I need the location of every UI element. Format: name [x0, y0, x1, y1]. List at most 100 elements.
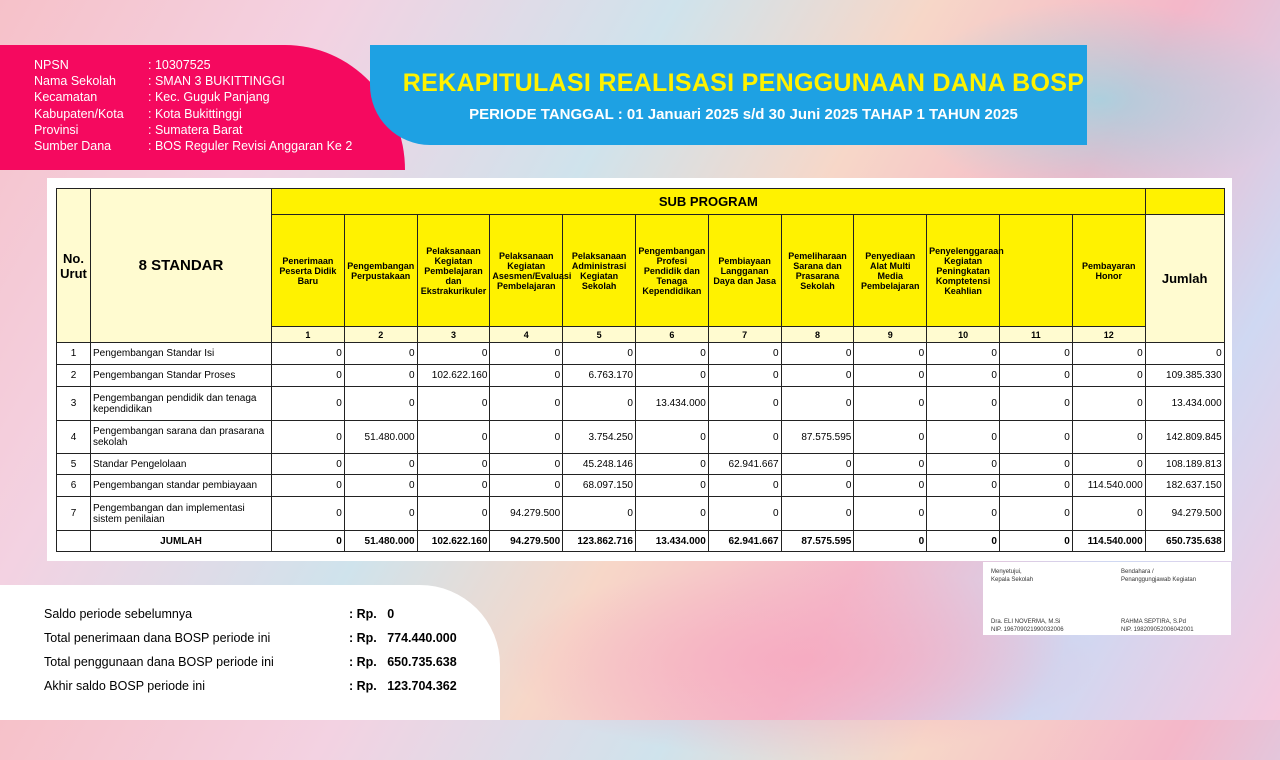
amount-cell: 0	[271, 364, 345, 387]
report-period: PERIODE TANGGAL : 01 Januari 2025 s/d 30…	[469, 106, 1018, 123]
amount-cell: 0	[780, 386, 855, 421]
info-label: Kabupaten/Kota	[34, 106, 124, 121]
row-number: 4	[56, 420, 91, 454]
amount-cell: 0	[489, 420, 564, 454]
column-number: 7	[707, 326, 782, 343]
amount-cell: 0	[926, 453, 1000, 475]
column-number: 1	[271, 326, 345, 343]
report-title: REKAPITULASI REALISASI PENGGUNAAN DANA B…	[402, 69, 1085, 97]
amount-cell: 0	[416, 496, 491, 531]
amount-cell: 6.763.170	[562, 364, 636, 387]
amount-cell: 62.941.667	[707, 453, 782, 475]
info-label: Sumber Dana	[34, 139, 112, 154]
amount-cell: 0	[634, 364, 709, 387]
row-number: 5	[56, 453, 91, 475]
row-total: 109.385.330	[1144, 364, 1225, 387]
amount-cell: 0	[926, 420, 1000, 454]
amount-cell: 0	[1071, 453, 1146, 475]
standard-name: Pengembangan standar pembiayaan	[90, 474, 272, 497]
summary-label: Total penerimaan dana BOSP periode ini	[44, 631, 271, 645]
table-row: 3 Pengembangan pendidik dan tenaga kepend…	[56, 386, 1225, 421]
column-number: 6	[634, 326, 709, 343]
amount-cell: 0	[489, 474, 564, 497]
column-number: 2	[343, 326, 418, 343]
summary-label: Akhir saldo BOSP periode ini	[44, 679, 205, 693]
summary-value: : Rp. 123.704.362	[349, 679, 457, 693]
summary-value: : Rp. 650.735.638	[349, 655, 457, 669]
sub-program-header: SUB PROGRAM	[271, 188, 1146, 215]
total-cell: 87.575.595	[780, 530, 855, 552]
amount-cell: 0	[634, 453, 709, 475]
row-number: 2	[56, 364, 91, 387]
row-number: 3	[56, 386, 91, 421]
info-row: Kabupaten/Kota: Kota Bukittinggi	[34, 106, 405, 122]
total-cell: 114.540.000	[1071, 530, 1146, 552]
info-value: : Kec. Guguk Panjang	[148, 90, 270, 105]
info-row: NPSN : 10307525	[34, 57, 405, 73]
amount-cell: 0	[998, 364, 1073, 387]
amount-cell: 51.480.000	[343, 420, 418, 454]
total-blank	[56, 530, 91, 552]
amount-cell: 0	[634, 342, 709, 365]
amount-cell: 0	[489, 453, 564, 475]
row-total: 142.809.845	[1144, 420, 1225, 454]
amount-cell: 0	[416, 420, 491, 454]
total-cell: 0	[271, 530, 345, 552]
amount-cell: 0	[634, 496, 709, 531]
amount-cell: 0	[998, 420, 1073, 454]
amount-cell: 0	[853, 342, 928, 365]
total-cell: 51.480.000	[343, 530, 418, 552]
amount-cell: 87.575.595	[780, 420, 855, 454]
column-number: 12	[1071, 326, 1146, 343]
amount-cell: 0	[343, 474, 418, 497]
signature-role: Menyetujui,	[991, 569, 1022, 575]
summary-label: Total penggunaan dana BOSP periode ini	[44, 655, 274, 669]
amount-cell: 0	[707, 342, 782, 365]
amount-cell: 45.248.146	[562, 453, 636, 475]
amount-cell: 0	[416, 453, 491, 475]
amount-cell: 0	[998, 496, 1073, 531]
amount-cell: 13.434.000	[634, 386, 709, 421]
column-number: 9	[853, 326, 928, 343]
amount-cell: 0	[707, 364, 782, 387]
signature-block: Menyetujui, Kepala Sekolah Dra. ELI NOVERM…	[991, 568, 1101, 634]
column-header: Pelaksanaan Kegiatan Asesmen/Evaluasi Pe…	[489, 214, 571, 327]
summary-row: Saldo periode sebelumnya: Rp. 0	[44, 602, 500, 626]
column-label-row: Penerimaan Peserta Didik Baru Pengembanga…	[57, 214, 1225, 343]
signer-name: RAHMA SEPTIRA, S.Pd	[1121, 619, 1187, 625]
amount-cell: 0	[853, 364, 928, 387]
standard-name: Pengembangan pendidik dan tenaga kependi…	[90, 386, 272, 421]
column-number: 10	[926, 326, 1000, 343]
column-header: Penyediaan Alat Multi Media Pembelajaran	[853, 214, 928, 327]
column-header: Penerimaan Peserta Didik Baru	[271, 214, 345, 327]
info-label: Nama Sekolah	[34, 74, 116, 89]
info-value: : SMAN 3 BUKITTINGGI	[148, 74, 285, 89]
signer-nip: NIP. 198209052006042001	[1121, 627, 1194, 633]
total-row: JUMLAH 0 51.480.000 102.622.160 94.279.500 12…	[56, 530, 1225, 552]
amount-cell: 0	[998, 342, 1073, 365]
table-row: 4 Pengembangan sarana dan prasarana sekol…	[56, 420, 1225, 454]
summary-row: Akhir saldo BOSP periode ini : Rp. 123.70…	[44, 674, 500, 698]
amount-cell: 0	[853, 474, 928, 497]
column-number: 8	[780, 326, 855, 343]
column-number-row: 1 2 3 4 5 6 7 8 9 10 11 12	[57, 326, 1225, 343]
signature-role: Bendahara /	[1121, 569, 1154, 575]
amount-cell: 0	[853, 386, 928, 421]
info-value: : 10307525	[148, 58, 211, 72]
amount-cell: 0	[271, 474, 345, 497]
table-row: 6 Pengembangan standar pembiayaan 0 0 0 0 68.0…	[56, 474, 1225, 497]
realization-table: No. Urut 8 STANDAR SUB PROGRAM Penerimaan P…	[56, 188, 1225, 552]
amount-cell: 68.097.150	[562, 474, 636, 497]
amount-cell: 0	[998, 453, 1073, 475]
row-total: 13.434.000	[1144, 386, 1225, 421]
standard-name: Pengembangan dan implementasi sistem pen…	[90, 496, 272, 531]
amount-cell: 0	[634, 420, 709, 454]
info-row: Nama Sekolah : SMAN 3 BUKITTINGGI	[34, 73, 405, 89]
amount-cell: 0	[780, 496, 855, 531]
column-header: Pembayaran Honor	[1071, 214, 1146, 327]
summary-row: Total penggunaan dana BOSP periode ini : …	[44, 650, 500, 674]
summary-label: Saldo periode sebelumnya	[44, 607, 193, 621]
amount-cell: 0	[1071, 386, 1146, 421]
info-label: NPSN	[34, 58, 69, 72]
no-header: No. Urut	[56, 188, 91, 343]
